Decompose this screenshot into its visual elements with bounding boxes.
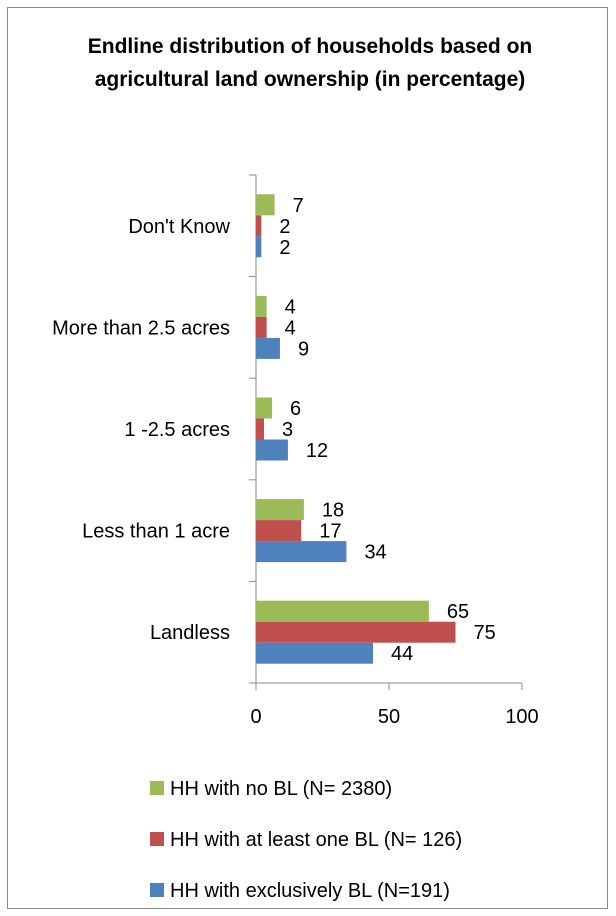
legend-swatch: [150, 832, 164, 846]
legend-entry: HH with at least one BL (N= 126): [170, 829, 462, 851]
bar: [256, 236, 262, 258]
bar: [256, 520, 302, 542]
legend-entry: HH with no BL (N= 2380): [170, 778, 392, 800]
category-label: More than 2.5 acres: [52, 317, 230, 339]
bar: [256, 397, 272, 419]
bar: [256, 418, 264, 440]
data-label: 65: [447, 601, 469, 623]
bar: [256, 337, 280, 359]
bar: [256, 439, 288, 461]
data-label: 17: [319, 521, 341, 543]
data-label: 44: [391, 643, 413, 665]
chart-frame: [7, 7, 608, 909]
category-label: 1 -2.5 acres: [124, 419, 230, 441]
data-label: 7: [293, 195, 304, 217]
data-label: 12: [306, 440, 328, 462]
category-label: Don't Know: [128, 216, 230, 238]
bar: [256, 600, 429, 622]
data-label: 3: [282, 419, 293, 441]
data-label: 4: [285, 317, 296, 339]
bar: [256, 499, 304, 521]
bar: [256, 295, 267, 317]
bar: [256, 194, 275, 216]
legend-entry: HH with exclusively BL (N=191): [170, 880, 450, 902]
x-tick-label: 100: [505, 706, 538, 728]
legend-swatch: [150, 781, 164, 795]
bar: [256, 642, 374, 664]
bar: [256, 621, 456, 643]
chart-title: Endline distribution of households based…: [87, 35, 533, 91]
data-label: 4: [285, 296, 296, 318]
legend-swatch: [150, 883, 164, 897]
category-label: Less than 1 acre: [82, 521, 230, 543]
bar: [256, 316, 267, 338]
data-label: 75: [474, 622, 496, 644]
bar: [256, 215, 262, 237]
data-label: 9: [298, 338, 309, 360]
x-tick-label: 0: [250, 706, 261, 728]
bar: [256, 541, 347, 563]
data-label: 2: [279, 237, 290, 259]
x-tick-label: 50: [378, 706, 400, 728]
data-label: 34: [364, 542, 386, 564]
category-label: Landless: [150, 622, 230, 644]
data-label: 6: [290, 398, 301, 420]
data-label: 2: [279, 216, 290, 238]
data-label: 18: [322, 500, 344, 522]
